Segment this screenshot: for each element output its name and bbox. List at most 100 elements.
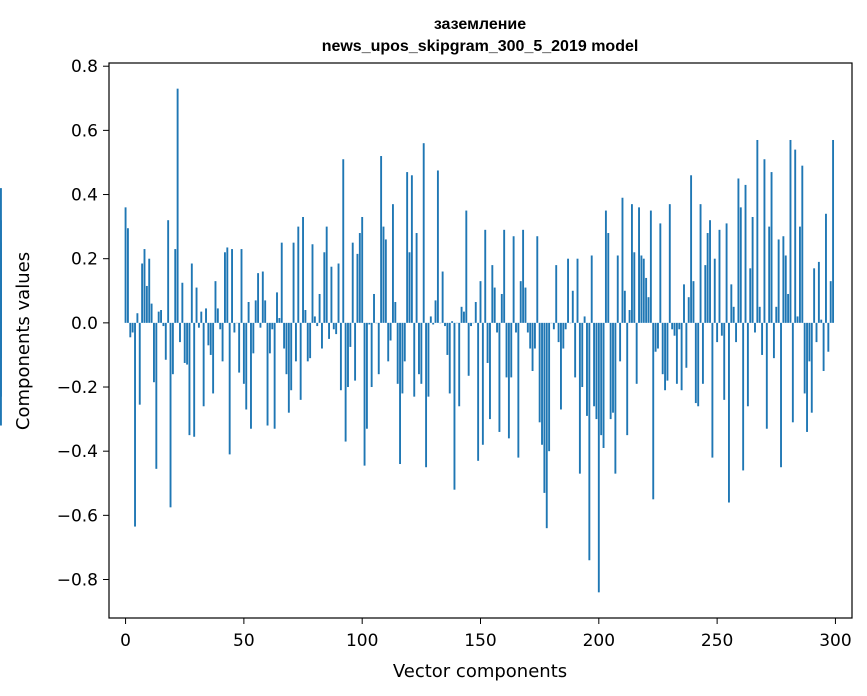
bar (160, 310, 162, 323)
bar (493, 287, 496, 323)
bar (668, 204, 671, 323)
bar (0, 322, 2, 426)
bar (621, 197, 624, 323)
bar (250, 322, 252, 429)
bar (242, 322, 245, 384)
bar (356, 253, 359, 323)
bar (761, 322, 764, 355)
bar (212, 322, 215, 394)
bar (574, 322, 577, 378)
bar (181, 282, 184, 323)
bar (642, 258, 645, 323)
bar (254, 300, 257, 323)
bar (129, 322, 132, 338)
chart-title: заземление (434, 16, 526, 33)
bar (339, 322, 342, 391)
bar (600, 322, 603, 436)
bar (626, 322, 629, 436)
bar (782, 236, 785, 323)
bar (704, 265, 707, 323)
bar (441, 271, 444, 323)
bar (148, 258, 151, 323)
bar (171, 322, 174, 375)
bar (276, 292, 278, 323)
x-axis: 0 50 100 150 200 250 300 (120, 618, 852, 651)
bar (363, 322, 366, 466)
bar (560, 322, 562, 410)
bar (228, 322, 231, 455)
bar (777, 239, 780, 323)
bar (195, 287, 198, 323)
bar (630, 204, 633, 323)
bar (654, 322, 657, 352)
y-axis: 0.8 0.6 0.4 0.2 0.0 −0.2 −0.4 −0.6 −0.8 (57, 57, 109, 591)
bar (529, 322, 532, 349)
bar (581, 322, 584, 388)
bar (361, 216, 364, 323)
bar (335, 322, 338, 335)
y-tick-label: 0.8 (71, 57, 98, 77)
bar (354, 322, 357, 381)
bar (448, 322, 451, 394)
bar (815, 322, 818, 343)
plot-frame (108, 62, 853, 619)
bar (347, 322, 349, 388)
bar (451, 321, 454, 323)
bar (365, 322, 368, 429)
bar (763, 159, 766, 323)
bar (709, 220, 711, 323)
bar (183, 322, 186, 363)
x-tick-label: 50 (233, 631, 255, 651)
bar (257, 273, 260, 323)
bar (768, 226, 771, 323)
bar (351, 242, 354, 323)
bar (557, 322, 560, 343)
bar (205, 308, 207, 323)
bar (368, 322, 371, 325)
bar (202, 322, 205, 407)
bar (283, 322, 286, 349)
bar (503, 229, 506, 323)
bar (827, 322, 830, 352)
bar (597, 322, 600, 593)
bar (545, 322, 548, 529)
bar (578, 322, 581, 474)
bar (337, 263, 340, 323)
bar (221, 322, 224, 362)
x-tick-label: 0 (120, 631, 131, 651)
y-tick-label: −0.8 (57, 571, 98, 591)
bar (500, 293, 503, 323)
bar (507, 322, 510, 439)
bar (268, 322, 271, 354)
bar (673, 322, 676, 336)
bar (723, 322, 726, 400)
bar (264, 300, 267, 323)
bar (735, 322, 737, 343)
y-tick-label: −0.2 (57, 378, 98, 398)
bar (664, 322, 667, 391)
bar (725, 223, 728, 323)
bar (524, 287, 527, 323)
bar (728, 322, 730, 503)
bar (302, 216, 304, 323)
bar (770, 172, 773, 323)
bar (711, 322, 714, 458)
bar (190, 263, 193, 323)
bar (465, 210, 468, 323)
bar (373, 293, 375, 323)
bar (401, 322, 404, 394)
y-tick-label: −0.6 (57, 506, 98, 526)
bar (169, 322, 172, 508)
bar (623, 290, 626, 323)
bar (200, 311, 203, 323)
bar (427, 322, 430, 397)
x-axis-label: Vector components (393, 661, 567, 682)
y-tick-label: 0.0 (71, 314, 98, 334)
bar (316, 322, 319, 327)
bar (155, 322, 158, 469)
bar (287, 322, 290, 413)
bar (616, 255, 619, 323)
bar (273, 322, 276, 429)
bar (370, 322, 373, 388)
bar (772, 322, 775, 359)
